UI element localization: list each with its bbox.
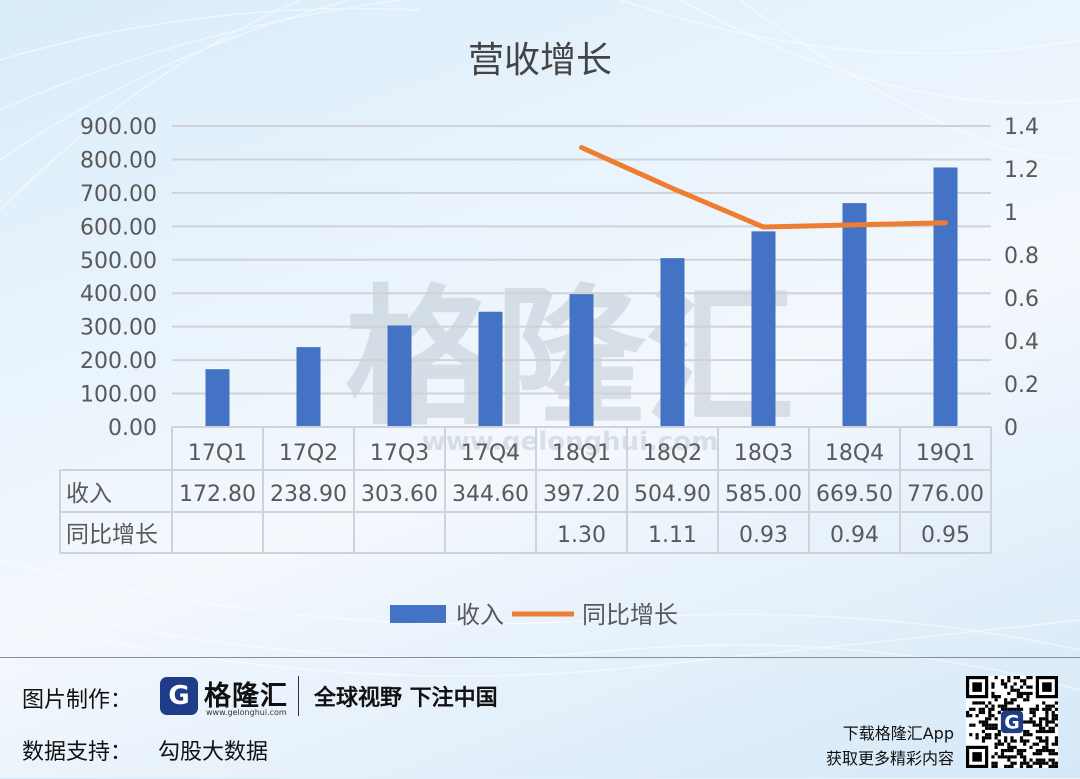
logo-url: www.gelonghui.com [206, 708, 287, 717]
revenue-value-label: 585.00 [725, 482, 802, 507]
yoy-value-label: 0.93 [739, 523, 788, 548]
right-tick-label: 0.6 [1004, 287, 1039, 312]
chart-title: 营收增长 [468, 40, 612, 81]
right-tick-label: 0.8 [1004, 244, 1039, 269]
right-tick-label: 0.2 [1004, 373, 1039, 398]
left-tick-label: 600.00 [80, 215, 157, 240]
slogan: 全球视野 下注中国 [314, 680, 498, 712]
table-row-header-revenue: 收入 [66, 481, 112, 507]
revenue-bar [752, 231, 776, 427]
right-tick-label: 1.2 [1004, 158, 1039, 183]
category-label: 17Q1 [188, 441, 247, 466]
revenue-bars [206, 167, 958, 427]
download-app-text[interactable]: 下载格隆汇App [843, 720, 954, 744]
left-tick-label: 400.00 [80, 282, 157, 307]
right-tick-label: 0.4 [1004, 330, 1039, 355]
more-content-text[interactable]: 获取更多精彩内容 [826, 745, 954, 769]
revenue-value-label: 669.50 [816, 482, 893, 507]
gelonghui-logo[interactable]: G 格隆汇 www.gelonghui.com [160, 677, 288, 719]
left-tick-label: 100.00 [80, 383, 157, 408]
left-tick-label: 500.00 [80, 249, 157, 274]
revenue-bar [661, 258, 685, 427]
revenue-bar [934, 167, 958, 427]
revenue-bar [297, 347, 321, 427]
footer-divider [298, 676, 299, 716]
revenue-value-label: 397.20 [543, 482, 620, 507]
right-axis: 0 0.2 0.4 0.6 0.8 1 1.2 1.4 [1004, 115, 1039, 441]
category-label: 17Q2 [279, 441, 338, 466]
revenue-bar [206, 369, 230, 427]
category-label: 19Q1 [916, 441, 975, 466]
data-support-label: 数据支持： [22, 734, 132, 766]
legend-bar-swatch [390, 605, 446, 623]
left-tick-label: 200.00 [80, 349, 157, 374]
data-source: 勾股大数据 [158, 734, 268, 766]
svg-text:G: G [1004, 712, 1020, 734]
footer: 图片制作： G 格隆汇 www.gelonghui.com 全球视野 下注中国 … [0, 657, 1080, 779]
category-label: 17Q4 [461, 441, 520, 466]
category-label: 18Q2 [643, 441, 702, 466]
revenue-value-label: 344.60 [452, 482, 529, 507]
left-tick-label: 800.00 [80, 148, 157, 173]
yoy-value-label: 0.95 [921, 523, 970, 548]
table-row-header-yoy: 同比增长 [66, 522, 158, 548]
right-tick-label: 0 [1004, 416, 1018, 441]
revenue-value-label: 504.90 [634, 482, 711, 507]
left-tick-label: 0.00 [108, 416, 157, 441]
left-tick-label: 300.00 [80, 316, 157, 341]
yoy-value-label: 1.30 [557, 523, 606, 548]
left-tick-label: 700.00 [80, 182, 157, 207]
legend: 收入 同比增长 [390, 601, 678, 629]
right-tick-label: 1 [1004, 201, 1018, 226]
right-tick-label: 1.4 [1004, 115, 1039, 140]
revenue-bar [479, 312, 503, 427]
revenue-bar [388, 325, 412, 427]
category-label: 18Q4 [825, 441, 884, 466]
left-axis: 0.00 100.00 200.00 300.00 400.00 500.00 600.00… [80, 115, 157, 441]
revenue-bar [570, 294, 594, 427]
legend-bar-label: 收入 [456, 601, 504, 629]
left-tick-label: 900.00 [80, 115, 157, 140]
yoy-value-label: 0.94 [830, 523, 879, 548]
qr-code-icon[interactable]: G [966, 676, 1058, 768]
category-label: 17Q3 [370, 441, 429, 466]
revenue-bar [843, 203, 867, 427]
revenue-value-label: 776.00 [907, 482, 984, 507]
image-credit-label: 图片制作： [22, 682, 132, 714]
revenue-value-label: 238.90 [270, 482, 347, 507]
category-label: 18Q1 [552, 441, 611, 466]
revenue-value-label: 172.80 [179, 482, 256, 507]
yoy-value-label: 1.11 [648, 523, 697, 548]
category-label: 18Q3 [734, 441, 793, 466]
revenue-value-label: 303.60 [361, 482, 438, 507]
legend-line-label: 同比增长 [582, 601, 678, 629]
logo-g-icon: G [160, 677, 198, 715]
